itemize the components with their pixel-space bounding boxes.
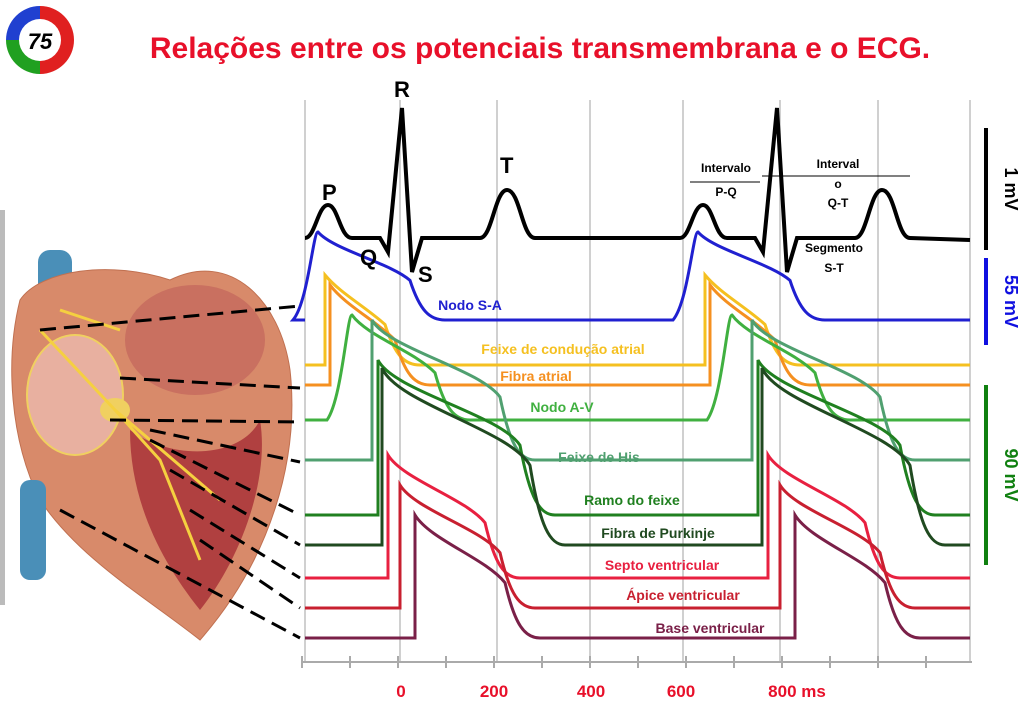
leader-line: [199, 538, 301, 610]
leader-line: [149, 428, 301, 464]
wave-label: R: [394, 77, 410, 102]
leader-line: [119, 376, 301, 390]
interval-label: Q-T: [828, 196, 849, 210]
wave-label: S: [418, 262, 433, 287]
trace-label: Nodo S-A: [438, 297, 502, 313]
leader-line: [109, 418, 301, 424]
trace-label: Septo ventricular: [605, 557, 720, 573]
interval-label: Intervalo: [701, 161, 751, 175]
wave-label: P: [322, 180, 337, 205]
action-potential: [305, 359, 970, 517]
trace-label: Base ventricular: [656, 620, 765, 636]
interval-label: Segmento: [805, 241, 863, 255]
trace-label: Ápice ventricular: [626, 587, 740, 603]
action-potential: [305, 280, 970, 387]
badge-number: 75: [28, 29, 53, 54]
trace-label: Ramo do feixe: [584, 492, 680, 508]
action-potential: [305, 479, 970, 610]
interval-label: P-Q: [715, 185, 736, 199]
trace-label: Fibra de Purkinje: [601, 525, 715, 541]
x-tick-label: 600: [667, 682, 695, 701]
x-tick-label: 200: [480, 682, 508, 701]
leader-line: [169, 468, 301, 547]
leader-line: [39, 304, 301, 332]
x-tick-label: 800 ms: [768, 682, 826, 701]
ecg-labels: P Q R S T: [322, 77, 514, 287]
time-axis: 0 200 400 600 800 ms: [301, 656, 972, 701]
trace-label: Fibra atrial: [500, 368, 572, 384]
traces: Nodo S-A Feixe de condução atrial Fibra at…: [289, 107, 971, 640]
title: Relações entre os potenciais transmembra…: [150, 32, 930, 65]
interval-label: Interval: [817, 157, 860, 171]
scale-label: 90 mV: [1001, 448, 1021, 501]
trace-label: Feixe de condução atrial: [481, 341, 644, 357]
heart-illustration: [0, 210, 293, 641]
interval-labels: Intervalo P-Q Interval o Q-T Segmento S-…: [690, 157, 910, 275]
leader-line: [149, 438, 301, 517]
action-potential: [305, 313, 970, 422]
leader-line: [189, 508, 301, 580]
ecg-trace: [304, 107, 971, 273]
action-potential: [305, 509, 970, 640]
trace-label: Feixe de His: [558, 449, 640, 465]
interval-label: o: [834, 177, 841, 191]
scale-label: 1 mV: [1001, 167, 1021, 210]
wave-label: T: [500, 153, 514, 178]
leader-line: [59, 508, 301, 640]
trace-label: Nodo A-V: [530, 399, 594, 415]
interval-label: S-T: [824, 261, 844, 275]
x-tick-label: 0: [396, 682, 405, 701]
action-potential: [305, 367, 970, 547]
scale-bars: 1 mV 55 mV 90 mV: [984, 128, 1021, 565]
action-potential: [289, 230, 970, 322]
action-potential: [305, 319, 970, 462]
badge: 75: [6, 6, 74, 74]
x-tick-label: 400: [577, 682, 605, 701]
wave-label: Q: [360, 245, 377, 270]
scale-label: 55 mV: [1001, 275, 1021, 328]
